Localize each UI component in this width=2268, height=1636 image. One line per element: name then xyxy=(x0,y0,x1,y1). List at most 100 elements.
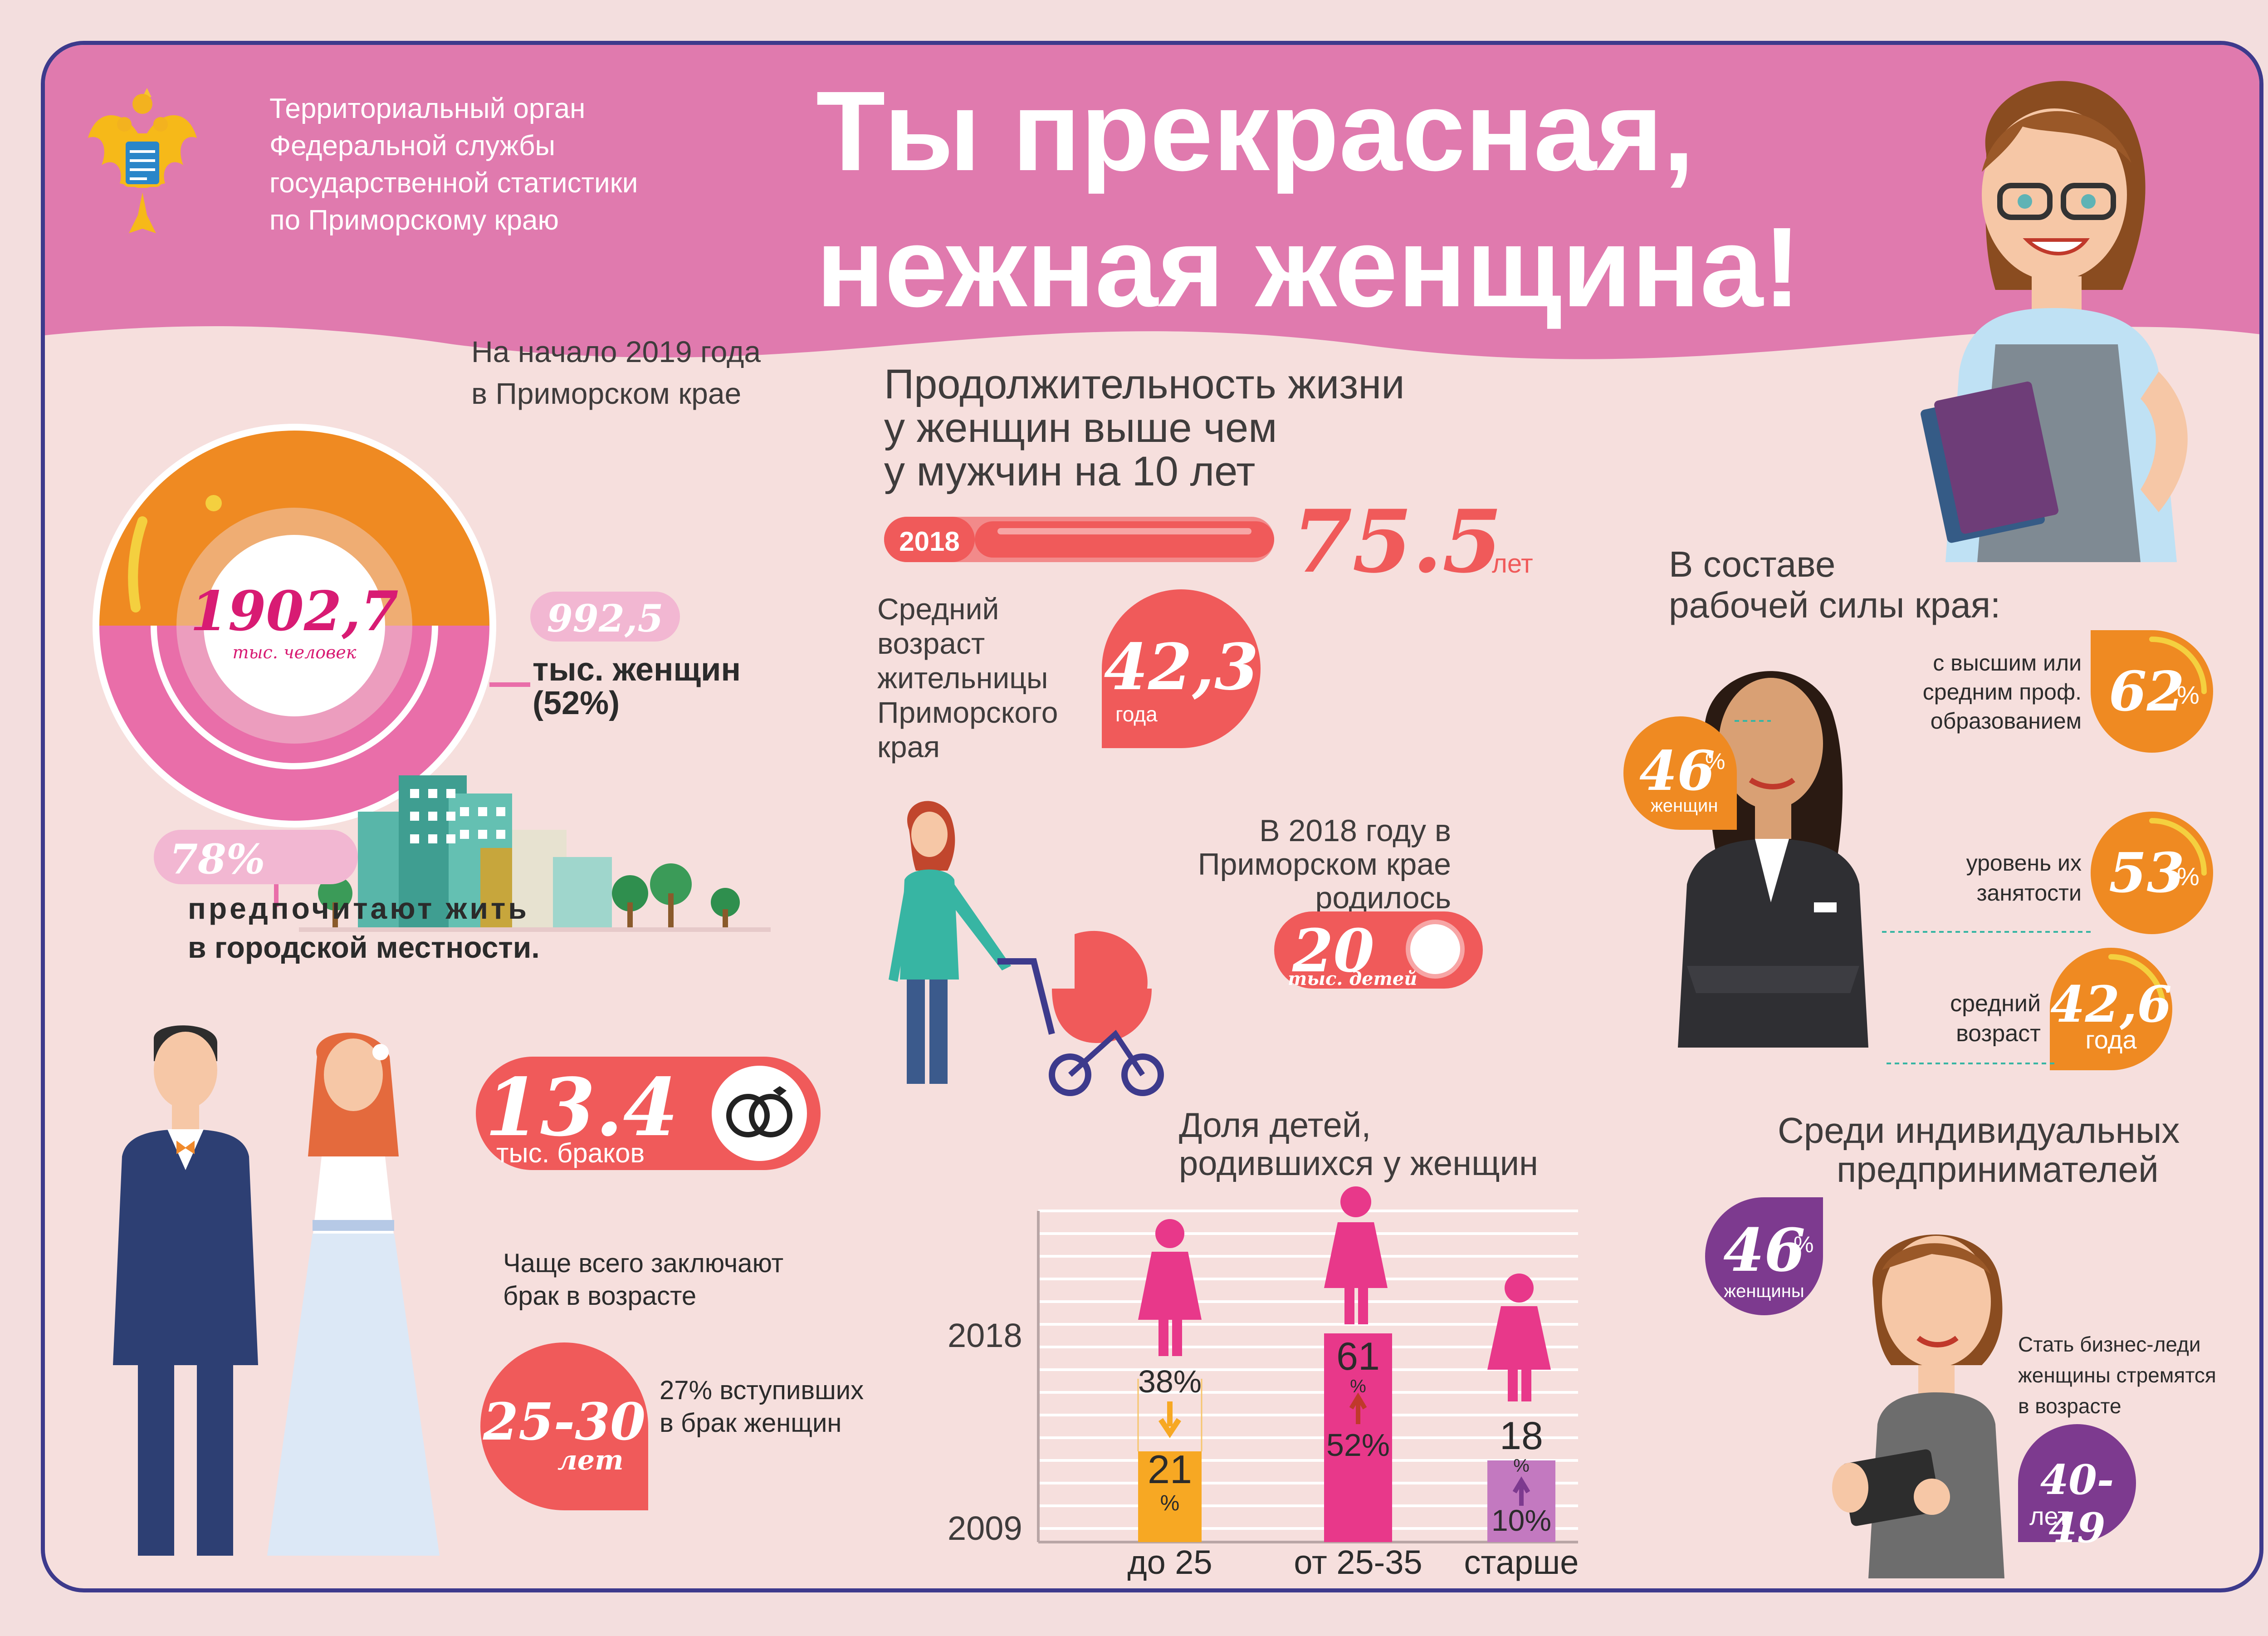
births-line: родилось xyxy=(1315,881,1452,915)
life-year: 2018 xyxy=(899,526,959,557)
life-value: 75.5 xyxy=(1292,491,1502,592)
x-label-over35: старше xyxy=(1464,1543,1579,1581)
marriage-share-line: 27% вступивших xyxy=(660,1376,864,1405)
y-label-2018: 2018 xyxy=(948,1317,1022,1354)
entrepreneurs-text-line: в возрасте xyxy=(2018,1394,2121,1418)
marriage-value: 13.4 xyxy=(485,1061,679,1154)
workforce-women-sign: % xyxy=(1705,749,1725,774)
marriage-text-line: Чаще всего заключают xyxy=(503,1249,784,1278)
wf-age-label-line: возраст xyxy=(1956,1020,2041,1047)
workforce-women-badge: 46 % женщин xyxy=(1623,716,1737,830)
age-label-line: возраст xyxy=(877,627,985,660)
teacher-woman-icon xyxy=(1921,81,2188,562)
org-line: по Приморскому краю xyxy=(269,205,559,236)
edu-sign: % xyxy=(2177,681,2200,709)
entrepreneurs-women-badge: 46 % женщины xyxy=(1705,1197,1823,1315)
bar-under25-2009 xyxy=(1138,1451,1202,1542)
page-title: Ты прекрасная, нежная женщина! xyxy=(816,63,1801,335)
emp-label: уровень их занятости xyxy=(1873,848,2082,908)
chart-title-line: родившихся у женщин xyxy=(1179,1144,1539,1183)
org-line: государственной статистики xyxy=(269,167,638,199)
life-bar: 2018 xyxy=(884,517,1274,562)
marriage-age-badge: 25-30 лет xyxy=(480,1342,648,1510)
age-label: Средний возраст жительницы Приморского к… xyxy=(877,592,1058,764)
emp-connector xyxy=(1882,931,2091,933)
under25-2009-value: 21 xyxy=(1148,1447,1192,1492)
over35-2018-value: 18 xyxy=(1500,1414,1543,1458)
entrepreneurs-age: 40-49 xyxy=(2040,1456,2114,1552)
entrepreneurs-women-label: женщины xyxy=(1724,1281,1804,1301)
total-value: 1902,7 xyxy=(190,579,398,643)
urban-line: предпочитают жить xyxy=(188,891,529,925)
arrow-up-icon xyxy=(1512,1476,1530,1506)
workforce-connector xyxy=(1735,720,1771,722)
urban-value: 78% xyxy=(169,835,265,883)
workforce-women-label: женщин xyxy=(1651,796,1718,816)
life-title-line: у женщин выше чем xyxy=(884,405,1277,451)
edu-label: с высшим или средним проф. образованием xyxy=(1846,648,2082,735)
workforce-women-pct: 46 xyxy=(1639,739,1715,803)
arrow-up-icon xyxy=(1349,1392,1367,1424)
mother-icon xyxy=(889,801,1164,1096)
title-line: нежная женщина! xyxy=(816,204,1801,330)
wf-age-unit: года xyxy=(2085,1025,2137,1054)
women-label: тыс. женщин (52%) xyxy=(533,653,741,720)
business-woman-icon xyxy=(1678,671,1868,1048)
entrepreneurs-text: Стать бизнес-леди женщины стремятся в во… xyxy=(2018,1329,2245,1421)
woman-figure-icon xyxy=(1487,1274,1551,1401)
wf-age-label: средний возраст xyxy=(1887,989,2041,1048)
births-circle xyxy=(1406,920,1465,979)
women-value: 992,5 xyxy=(547,597,664,641)
age-unit: года xyxy=(1115,702,1158,726)
under25-2009-pct: % xyxy=(1160,1491,1180,1515)
intro-line: На начало 2019 года xyxy=(471,335,761,368)
woman-figure-icon xyxy=(1138,1219,1202,1356)
marriage-age-unit: лет xyxy=(557,1445,624,1476)
population-donut: 1902,7 тыс. человек xyxy=(93,424,530,907)
entrepreneurs-text-line: женщины стремятся xyxy=(2018,1363,2216,1387)
stroller-icon xyxy=(997,931,1164,1096)
under25-2018-value: 38% xyxy=(1138,1364,1202,1399)
workforce-title: В составе рабочей силы края: xyxy=(1669,544,2000,626)
header-band xyxy=(45,45,2259,359)
age-badge: 42,3 года xyxy=(1102,589,1261,748)
edu-label-line: средним проф. xyxy=(1922,679,2082,705)
urban-line: в городской местности. xyxy=(188,931,540,964)
births-value: 20 xyxy=(1292,916,1374,985)
marriage-pill: 13.4 тыс. браков xyxy=(476,1057,821,1170)
marriage-text: Чаще всего заключают брак в возрасте xyxy=(503,1247,783,1313)
x-label-over35-2: 35 лет xyxy=(1472,1584,1571,1592)
emp-sign: % xyxy=(2177,862,2200,891)
x-label-25to35-2: лет xyxy=(1332,1584,1384,1592)
wf-age-badge: 42,6 года xyxy=(2050,948,2172,1070)
entrepreneurs-title-line: Среди индивидуальных xyxy=(1778,1110,2180,1151)
entrepreneurs-title-line: предпринимателей xyxy=(1837,1149,2159,1190)
births-label: В 2018 году в Приморском крае родилось xyxy=(1111,814,1451,915)
over35-2009-value: 10% xyxy=(1491,1504,1551,1537)
births-pill: 20 тыс. детей xyxy=(1274,911,1483,989)
workforce-title-line: рабочей силы края: xyxy=(1669,585,2001,625)
wf-age-value: 42,6 xyxy=(2050,975,2172,1034)
urban-pill: 78% xyxy=(154,830,358,884)
edu-ring xyxy=(2149,637,2207,694)
woman-figure-icon xyxy=(1324,1186,1388,1324)
emp-value: 53 xyxy=(2109,841,2185,905)
entrepreneurs-women-pct: 46 xyxy=(1723,1215,1805,1285)
women-label-line: тыс. женщин xyxy=(533,651,741,688)
age-label-line: жительницы xyxy=(877,661,1048,695)
rings-badge xyxy=(712,1066,807,1161)
life-title-line: у мужчин на 10 лет xyxy=(884,448,1256,495)
title-line: Ты прекрасная, xyxy=(816,68,1695,194)
city-icon xyxy=(299,775,771,932)
x-label-under25: до 25 xyxy=(1127,1543,1212,1581)
marriage-text-line: брак в возрасте xyxy=(503,1281,697,1311)
edu-label-line: с высшим или xyxy=(1933,650,2082,676)
chart-title-line: Доля детей, xyxy=(1179,1106,1371,1145)
age-connector xyxy=(1887,1063,2054,1064)
over35-2018-pct: % xyxy=(1513,1456,1530,1476)
entrepreneurs-text-line: Стать бизнес-леди xyxy=(2018,1332,2201,1356)
marriage-share-line: в брак женщин xyxy=(660,1408,842,1438)
children-chart-title: Доля детей, родившихся у женщин xyxy=(1179,1107,1538,1183)
frame: Территориальный орган Федеральной службы… xyxy=(41,41,2263,1592)
marriage-age: 25-30 xyxy=(483,1392,646,1452)
